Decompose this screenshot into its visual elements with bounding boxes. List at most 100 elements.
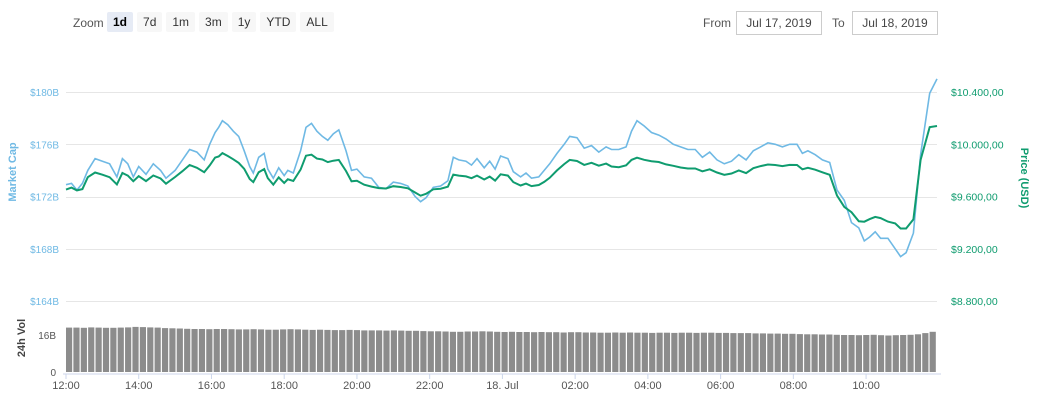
volume-bar xyxy=(855,335,862,372)
volume-bar xyxy=(376,330,383,372)
from-label: From xyxy=(703,16,731,30)
volume-bar xyxy=(442,331,449,372)
volume-bar xyxy=(361,330,368,372)
volume-bar xyxy=(110,327,117,372)
volume-bar xyxy=(759,333,767,372)
volume-bar xyxy=(66,327,73,372)
volume-bar xyxy=(88,327,95,372)
volume-bar xyxy=(907,334,914,372)
volume-bar xyxy=(892,335,899,372)
volume-bar xyxy=(73,327,80,372)
volume-bar xyxy=(626,332,634,372)
volume-bar xyxy=(368,330,375,372)
volume-bar xyxy=(213,329,220,372)
volume-bar xyxy=(125,327,132,372)
volume-bar xyxy=(471,331,479,372)
volume-tick-label: 16B xyxy=(38,331,56,342)
volume-bar xyxy=(781,333,789,372)
volume-bar xyxy=(435,331,442,372)
volume-bar xyxy=(848,335,855,372)
volume-bar xyxy=(346,329,353,372)
zoom-buttons: 1d 7d 1m 3m 1y YTD ALL xyxy=(107,12,334,32)
volume-bar xyxy=(280,329,287,372)
volume-bar xyxy=(545,332,552,372)
volume-bar xyxy=(575,332,582,372)
volume-bar xyxy=(516,332,523,372)
volume-axis-title: 24h Vol xyxy=(16,319,28,357)
x-tick-label: 22:00 xyxy=(416,380,444,392)
volume-bar xyxy=(612,332,619,372)
volume-bar xyxy=(390,330,397,372)
volume-bar xyxy=(420,331,427,372)
volume-bar xyxy=(649,332,656,372)
volume-bar xyxy=(523,332,530,372)
volume-bar xyxy=(265,329,272,372)
zoom-button-1d[interactable]: 1d xyxy=(107,12,134,32)
volume-bar xyxy=(597,332,604,372)
volume-bar xyxy=(398,330,405,372)
volume-bar xyxy=(700,332,707,372)
grid-lines xyxy=(66,92,937,302)
volume-bar xyxy=(383,330,390,372)
left-tick-label: $180B xyxy=(30,88,59,99)
volume-bar xyxy=(117,327,124,372)
chart-toolbar: Zoom 1d 7d 1m 3m 1y YTD ALL From Jul 17, 2019 … xyxy=(0,0,1043,44)
from-date-input[interactable]: Jul 17, 2019 xyxy=(736,11,822,35)
volume-bar xyxy=(479,331,486,372)
market-cap-line xyxy=(65,78,938,258)
volume-bar xyxy=(715,332,722,372)
volume-bar xyxy=(863,335,870,372)
volume-bar xyxy=(914,334,922,372)
volume-tick-label: 0 xyxy=(50,368,56,379)
left-tick-label: $168B xyxy=(30,245,59,256)
volume-bar xyxy=(176,328,183,372)
right-axis-title: Price (USD) xyxy=(1018,148,1030,209)
volume-bar xyxy=(198,329,206,372)
right-axis: $8.800,00 $9.200,00 $9.600,00 $10.000,00 $10… xyxy=(951,87,1004,308)
volume-bar xyxy=(538,332,545,372)
left-axis-title: Market Cap xyxy=(7,142,19,202)
volume-bar xyxy=(191,329,198,372)
x-tick-label: 14:00 xyxy=(125,380,153,392)
zoom-button-7d[interactable]: 7d xyxy=(137,12,163,32)
volume-bar xyxy=(139,327,146,372)
zoom-button-1y[interactable]: 1y xyxy=(231,12,257,32)
x-tick-label: 02:00 xyxy=(561,380,589,392)
volume-bar xyxy=(656,332,663,372)
volume-axis: 0 16B xyxy=(38,331,56,379)
zoom-button-1m[interactable]: 1m xyxy=(166,12,196,32)
zoom-label: Zoom xyxy=(73,16,104,30)
volume-bar xyxy=(826,334,833,372)
volume-bar xyxy=(619,332,626,372)
volume-bar xyxy=(582,332,589,372)
volume-bar xyxy=(730,333,737,372)
to-date-input[interactable]: Jul 18, 2019 xyxy=(852,11,938,35)
volume-bar xyxy=(412,330,420,372)
zoom-button-all[interactable]: ALL xyxy=(300,12,334,32)
zoom-button-ytd[interactable]: YTD xyxy=(260,12,297,32)
x-tick-label: 04:00 xyxy=(634,380,662,392)
price-line xyxy=(65,125,938,230)
volume-bar xyxy=(722,332,730,372)
volume-bar xyxy=(531,332,538,372)
volume-bar xyxy=(302,329,309,372)
volume-bar xyxy=(316,329,324,372)
x-axis: 12:00 14:00 16:00 18:00 20:00 22:00 18. Jul 02:… xyxy=(52,374,880,392)
volume-bar xyxy=(427,331,434,372)
volume-bar xyxy=(161,328,169,372)
volume-bar xyxy=(789,333,796,372)
volume-bar xyxy=(818,334,826,372)
volume-bar xyxy=(900,335,907,372)
right-tick-label: $10.000,00 xyxy=(951,139,1004,151)
volume-bar xyxy=(339,330,346,372)
volume-bar xyxy=(353,330,361,372)
volume-bar xyxy=(294,329,301,372)
volume-bar xyxy=(604,332,612,372)
left-tick-label: $176B xyxy=(30,140,59,151)
volume-bar xyxy=(250,329,257,372)
zoom-button-3m[interactable]: 3m xyxy=(199,12,228,32)
volume-bar xyxy=(405,330,412,372)
volume-bar xyxy=(567,332,575,372)
volume-bar xyxy=(752,333,759,372)
